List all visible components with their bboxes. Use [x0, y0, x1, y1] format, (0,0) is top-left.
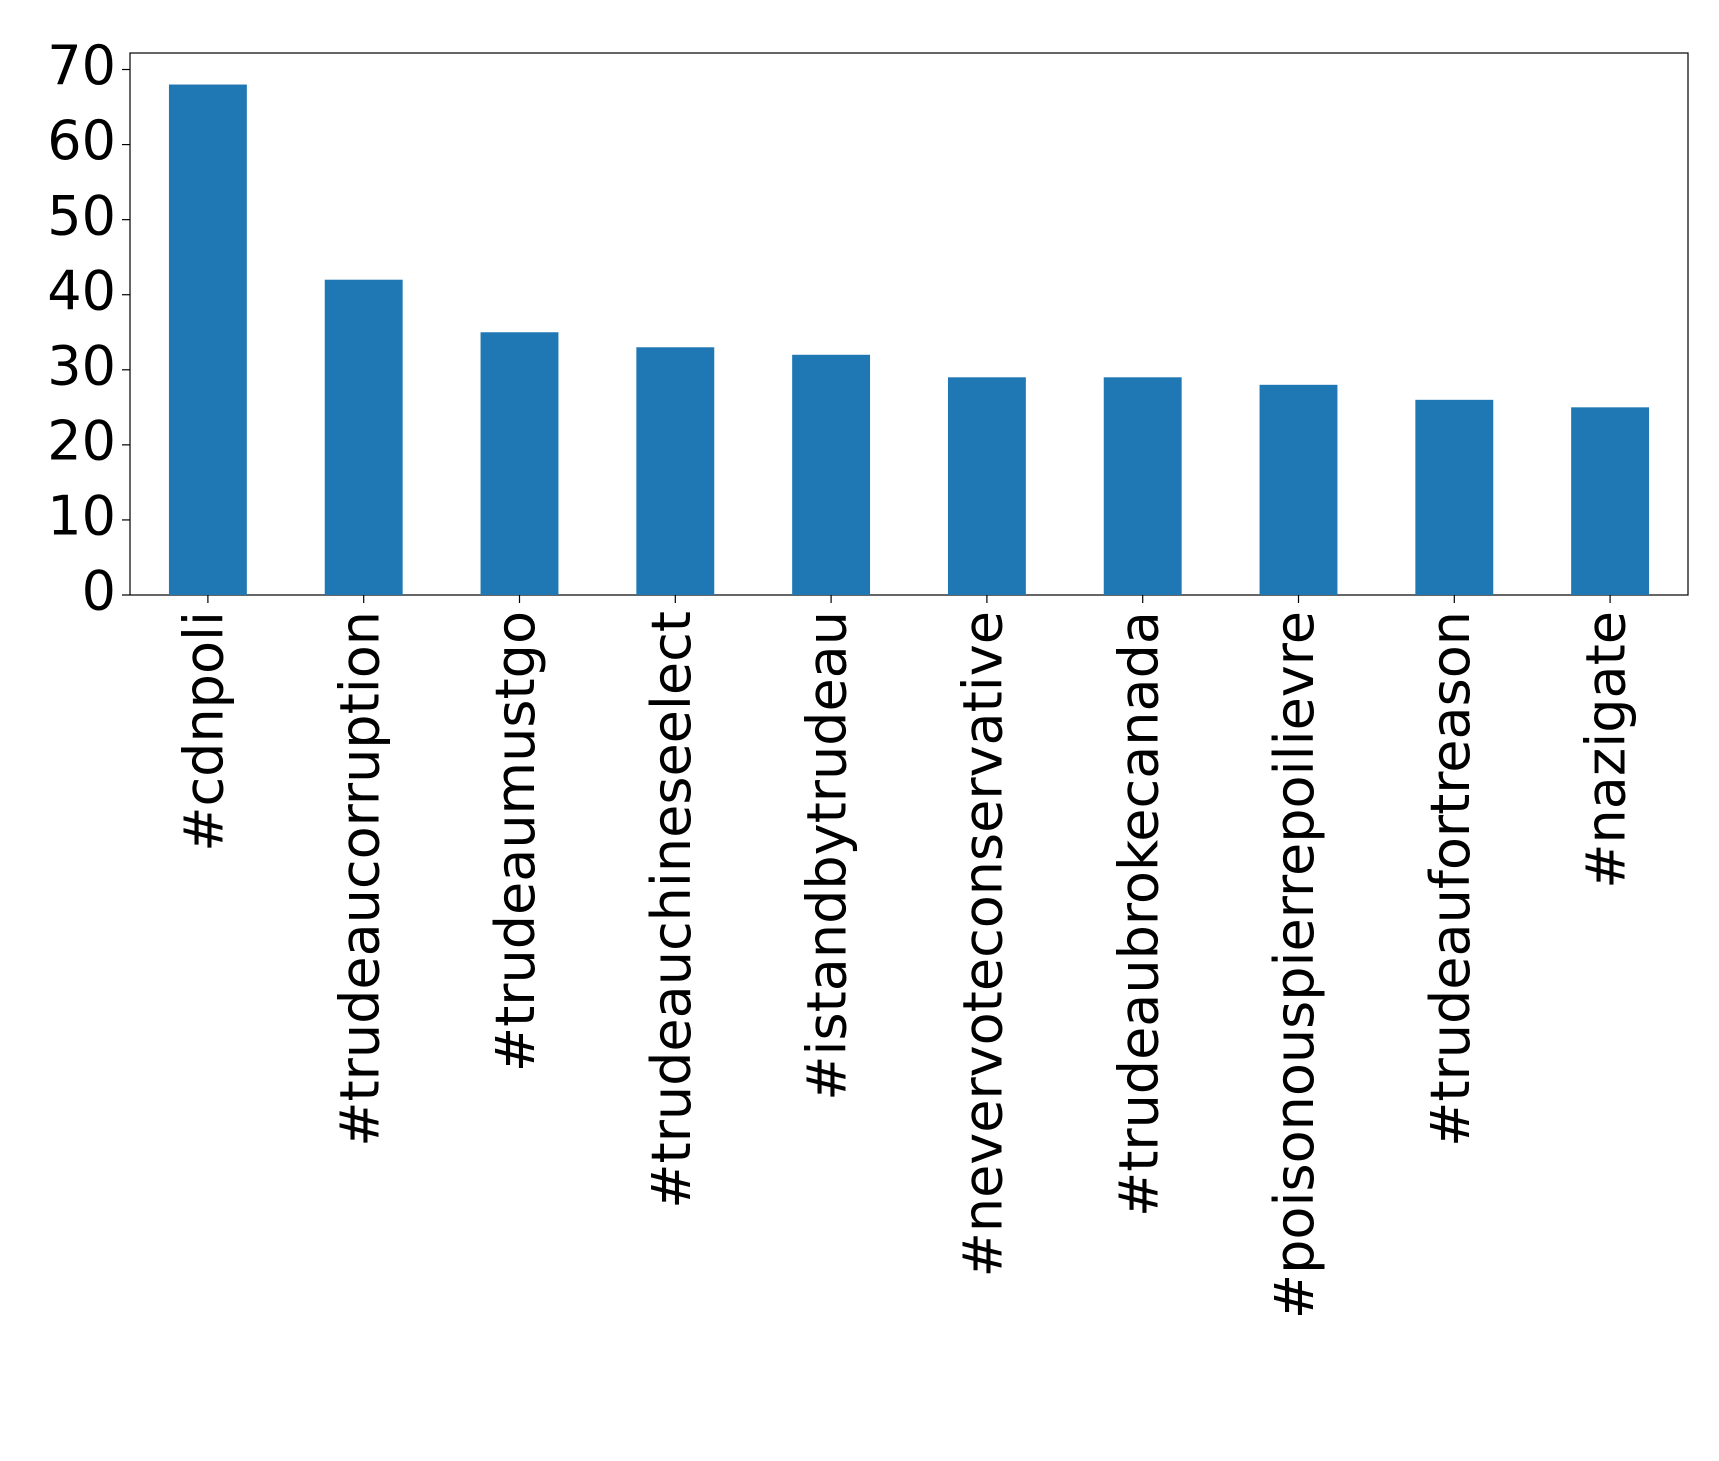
x-tick-label: #trudeauchineseelect: [640, 611, 703, 1209]
x-tick-label: #trudeaufortreason: [1419, 611, 1482, 1147]
y-tick-label: 0: [82, 560, 116, 623]
x-tick-label: #trudeaubrokecanada: [1107, 611, 1170, 1217]
y-tick-label: 20: [47, 410, 116, 473]
y-tick-label: 70: [47, 34, 116, 97]
bar: [324, 279, 403, 595]
x-tick-label: #istandbytrudeau: [796, 611, 859, 1101]
bar: [947, 377, 1026, 595]
bar: [1571, 407, 1650, 595]
bar: [636, 347, 715, 595]
y-tick-label: 30: [47, 334, 116, 397]
x-tick-label: #nazigate: [1575, 611, 1638, 889]
x-tick-label: #cdnpoli: [173, 611, 236, 852]
y-tick-label: 60: [47, 109, 116, 172]
bar: [480, 332, 559, 595]
bar: [168, 84, 247, 595]
plot-frame: [129, 52, 1689, 596]
y-tick-label: 50: [47, 184, 116, 247]
x-tick-label: #poisonouspierrepoilievre: [1263, 611, 1326, 1319]
y-tick-label: 40: [47, 259, 116, 322]
bar: [1259, 384, 1338, 595]
x-tick-label: #nevervoteconservative: [952, 611, 1015, 1277]
bar: [1415, 399, 1494, 595]
x-tick-label: #trudeaucorruption: [328, 611, 391, 1147]
bar: [792, 354, 871, 595]
y-tick-label: 10: [47, 485, 116, 548]
x-tick-label: #trudeaumustgo: [484, 611, 547, 1072]
bar: [1103, 377, 1182, 595]
